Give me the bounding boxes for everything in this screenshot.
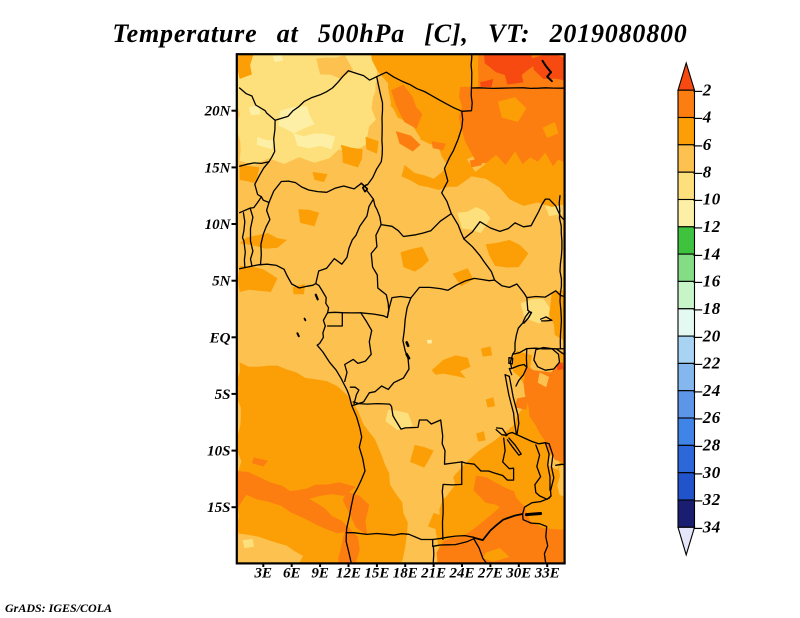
svg-text:21E: 21E (420, 566, 446, 582)
svg-text:–30: –30 (693, 463, 721, 482)
svg-text:Temperature at 500hPa [C], VT:: Temperature at 500hPa [C], VT: 201908080… (112, 19, 687, 48)
svg-text:10N: 10N (205, 217, 232, 233)
svg-text:–6: –6 (693, 135, 712, 154)
svg-text:–34: –34 (693, 518, 721, 537)
svg-text:33E: 33E (534, 566, 560, 582)
svg-text:30E: 30E (505, 566, 531, 582)
svg-text:12E: 12E (336, 566, 361, 582)
svg-text:–10: –10 (693, 190, 721, 209)
svg-text:–8: –8 (693, 162, 712, 181)
svg-text:9E: 9E (311, 566, 329, 582)
svg-text:EQ: EQ (209, 330, 231, 346)
svg-text:15N: 15N (205, 160, 232, 176)
svg-text:–24: –24 (693, 381, 721, 400)
svg-text:27E: 27E (477, 566, 503, 582)
svg-text:3E: 3E (254, 566, 273, 582)
svg-text:–16: –16 (693, 272, 721, 291)
svg-text:–14: –14 (693, 244, 721, 263)
svg-text:5N: 5N (212, 274, 232, 290)
svg-text:20N: 20N (204, 104, 232, 120)
svg-text:6E: 6E (283, 566, 301, 582)
svg-text:–2: –2 (693, 80, 712, 99)
svg-text:–28: –28 (693, 436, 721, 455)
svg-text:24E: 24E (448, 566, 474, 582)
svg-text:GrADS: IGES/COLA: GrADS: IGES/COLA (5, 601, 112, 615)
svg-text:15S: 15S (207, 500, 230, 516)
svg-text:–12: –12 (693, 217, 721, 236)
svg-text:10S: 10S (207, 444, 230, 460)
svg-text:–18: –18 (693, 299, 721, 318)
svg-text:–4: –4 (693, 108, 712, 127)
svg-text:–22: –22 (693, 354, 721, 373)
svg-text:–20: –20 (693, 326, 721, 345)
svg-text:–32: –32 (693, 490, 721, 509)
svg-text:5S: 5S (215, 387, 231, 403)
svg-text:18E: 18E (393, 566, 418, 582)
svg-text:–26: –26 (693, 408, 721, 427)
svg-text:15E: 15E (364, 566, 389, 582)
